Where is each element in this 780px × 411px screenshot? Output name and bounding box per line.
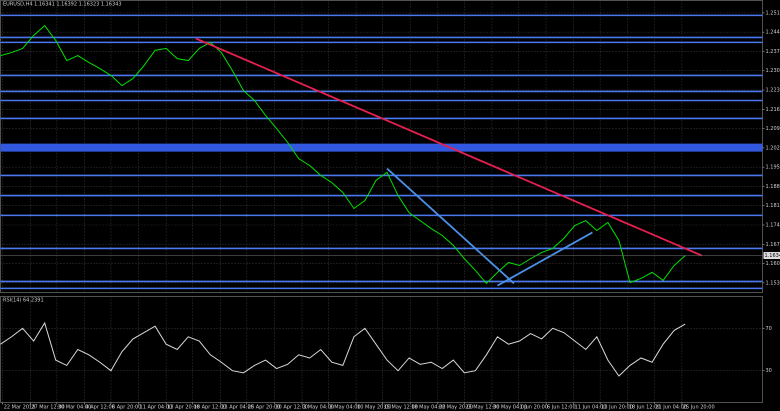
- x-tick-label: 25 Jun 20:00: [683, 405, 715, 411]
- x-tick-label: 15 May 12:00: [384, 405, 418, 411]
- trend-line: [195, 37, 703, 257]
- x-tick-label: 25 May 12:00: [465, 405, 499, 411]
- x-tick-label: 22 Mar 2018: [4, 405, 36, 411]
- y-tick-label: 1.2445: [766, 30, 780, 36]
- y-tick-label: 70: [766, 326, 772, 332]
- price-line: [0, 321, 686, 377]
- x-tick-label: 8 May 04:00: [329, 405, 360, 411]
- indicator-title: RSI(14) 64.2391: [3, 298, 44, 304]
- x-tick-label: 22 May 20:00: [439, 405, 473, 411]
- y-tick-label: 1.2305: [766, 68, 780, 74]
- last-price-label: 1.16343: [765, 253, 780, 259]
- trend-line: [497, 231, 593, 287]
- y-tick-label: 1.2515: [766, 10, 780, 16]
- y-tick-label: 30: [766, 368, 772, 374]
- x-tick-label: 6 Apr 20:00: [112, 405, 141, 411]
- last-price-box: [763, 252, 780, 260]
- x-tick-label: 11 Apr 04:00: [140, 405, 173, 411]
- x-tick-label: 4 Apr 12:00: [85, 405, 114, 411]
- y-tick-label: 1.1535: [766, 280, 780, 286]
- x-tick-label: 30 Mar 04:00: [58, 405, 91, 411]
- x-tick-label: 13 Jun 20:00: [601, 405, 633, 411]
- y-tick-label: 1.2095: [766, 126, 780, 132]
- y-tick-label: 1.2025: [766, 145, 780, 151]
- y-tick-label: 1.1675: [766, 242, 780, 248]
- y-tick-label: 1.2235: [766, 88, 780, 94]
- x-tick-label: 30 May 04:00: [493, 405, 527, 411]
- x-tick-label: 3 May 04:00: [303, 405, 334, 411]
- x-tick-label: 11 Jun 04:00: [575, 405, 607, 411]
- x-tick-label: 23 Apr 04:00: [221, 405, 254, 411]
- x-tick-label: 18 Jun 12:00: [629, 405, 661, 411]
- x-tick-label: 21 Jun 04:00: [655, 405, 687, 411]
- x-tick-label: 30 Apr 12:00: [275, 405, 308, 411]
- price-line: [0, 24, 686, 285]
- y-tick-label: 1.2375: [766, 49, 780, 55]
- x-tick-label: 1 Jun 20:00: [519, 405, 548, 411]
- x-tick-label: 25 Apr 20:00: [248, 405, 281, 411]
- x-tick-label: 13 Apr 20:00: [167, 405, 200, 411]
- x-tick-label: 27 Mar 12:00: [31, 405, 64, 411]
- chart-title: EURUSD,H4 1.16341 1.16392 1.16323 1.1634…: [3, 2, 122, 8]
- trend-line: [386, 167, 515, 285]
- y-tick-label: 1.1745: [766, 223, 780, 229]
- x-tick-label: 18 May 04:00: [411, 405, 445, 411]
- y-tick-label: 1.2165: [766, 107, 780, 113]
- y-tick-label: 1.1955: [766, 165, 780, 171]
- x-tick-label: 18 Apr 12:00: [194, 405, 227, 411]
- y-tick-label: 1.1815: [766, 203, 780, 209]
- x-tick-label: 10 May 20:00: [357, 405, 391, 411]
- x-tick-label: 6 Jun 12:00: [547, 405, 576, 411]
- y-tick-label: 1.1885: [766, 184, 780, 190]
- y-tick-label: 1.1605: [766, 261, 780, 267]
- indicator-panel: [0, 296, 763, 403]
